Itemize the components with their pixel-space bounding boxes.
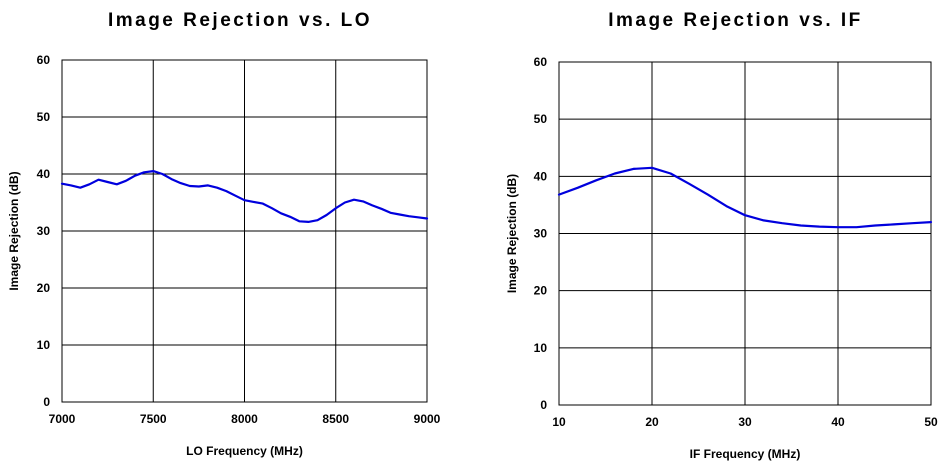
x-axis-label: IF Frequency (MHz) (690, 447, 801, 461)
y-tick-label: 30 (534, 227, 548, 241)
x-tick-label: 30 (738, 415, 752, 429)
y-tick-label: 30 (37, 224, 51, 238)
x-tick-label: 10 (552, 415, 566, 429)
y-tick-label: 60 (534, 55, 548, 69)
y-tick-label: 60 (37, 53, 51, 67)
y-tick-label: 20 (534, 284, 548, 298)
plot-frame (61, 59, 428, 403)
chart-title: Image Rejection vs. IF (608, 10, 863, 31)
y-tick-label: 0 (43, 395, 50, 409)
y-tick-label: 10 (534, 341, 548, 355)
series-line (60, 170, 429, 223)
x-tick-label: 40 (831, 415, 845, 429)
if-chart-panel: Image Rejection vs. IF 10 20 30 40 50 0 10 20 30… (470, 0, 941, 464)
y-tick-label: 20 (37, 281, 51, 295)
x-tick-label: 8000 (231, 412, 258, 426)
y-axis-label: Image Rejection (dB) (505, 174, 519, 293)
y-tick-label: 40 (534, 169, 548, 183)
lo-chart: 7000 7500 8000 8500 9000 0 10 20 30 40 50 60 LO Freq… (7, 53, 441, 458)
y-tick-label: 10 (37, 338, 51, 352)
y-tick-label: 50 (37, 110, 51, 124)
x-tick-label: 50 (924, 415, 938, 429)
y-tick-label: 40 (37, 167, 51, 181)
if-chart: 10 20 30 40 50 0 10 20 30 40 50 60 IF Frequency (MHz… (505, 55, 938, 461)
plot-frame (558, 61, 932, 406)
y-tick-label: 0 (540, 398, 547, 412)
x-tick-label: 8500 (322, 412, 349, 426)
x-tick-label: 9000 (414, 412, 441, 426)
x-tick-label: 7500 (140, 412, 167, 426)
chart-title: Image Rejection vs. LO (107, 10, 373, 31)
lo-chart-panel: Image Rejection vs. LO 7000 7500 8000 8500 9… (0, 0, 470, 464)
x-tick-label: 20 (645, 415, 659, 429)
x-axis-label: LO Frequency (MHz) (186, 444, 303, 458)
x-tick-label: 7000 (49, 412, 76, 426)
series-line (557, 166, 933, 229)
y-axis-label: Image Rejection (dB) (7, 171, 21, 290)
y-tick-label: 50 (534, 112, 548, 126)
